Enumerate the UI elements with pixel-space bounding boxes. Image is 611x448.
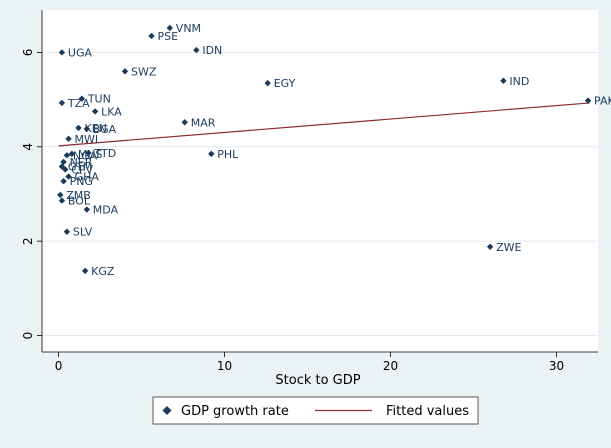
- legend-marker-diamond: [162, 406, 172, 415]
- point-label-gtm: GTM: [68, 161, 92, 174]
- point-mwi: [65, 135, 72, 142]
- point-label-png: PNG: [70, 175, 93, 188]
- point-label-mwi: MWI: [75, 133, 99, 146]
- gridlines: [42, 51, 598, 336]
- legend-box: [152, 396, 479, 425]
- point-label-slv: SLV: [73, 226, 93, 239]
- point-label-ner: NER: [70, 156, 93, 169]
- point-label-egy: EGY: [274, 77, 296, 90]
- point-label-swz: SWZ: [131, 65, 157, 78]
- x-tick-label-20: 20: [383, 359, 398, 373]
- point-label-pse: PSE: [158, 30, 179, 43]
- x-tick-label-30: 30: [549, 359, 564, 373]
- point-mus: [68, 150, 76, 158]
- point-label-ind: IND: [509, 75, 529, 88]
- point-nga: [63, 152, 71, 159]
- x-tick-label-10: 10: [217, 359, 232, 373]
- y-tick-label-2: 2: [21, 237, 35, 245]
- y-tick-label-0: 0: [21, 332, 35, 340]
- legend-label-fitted-values: Fitted values: [386, 404, 469, 419]
- point-bol: [58, 197, 66, 204]
- point-label-kgz: KGZ: [91, 265, 115, 278]
- point-label-mus: MUS: [78, 148, 103, 161]
- point-ttd: [85, 149, 92, 157]
- point-label-nga: NGA: [73, 149, 98, 162]
- point-ind: [500, 77, 507, 84]
- point-label-zmb: ZMB: [66, 189, 91, 202]
- x-axis-title: Stock to GDP: [275, 373, 360, 388]
- point-mda: [83, 206, 91, 213]
- point-label-bol: BOL: [68, 195, 91, 208]
- point-tza: [58, 99, 66, 107]
- point-label-ttd: TTD: [93, 147, 116, 160]
- point-egy: [264, 79, 271, 87]
- point-ner: [60, 158, 67, 166]
- point-label-bga: BGA: [93, 123, 117, 136]
- point-label-uga: UGA: [68, 46, 93, 59]
- point-png: [60, 178, 67, 185]
- point-label-tun: TUN: [87, 93, 111, 106]
- point-vnm: [166, 24, 173, 32]
- fitted-values-line: [58, 102, 590, 147]
- y-tick-label-6: 6: [21, 49, 35, 57]
- point-label-vnm: VNM: [176, 22, 201, 35]
- point-phl: [208, 150, 215, 158]
- point-lka: [91, 108, 99, 115]
- point-pse: [148, 32, 155, 40]
- point-label-mar: MAR: [191, 116, 216, 129]
- point-slv: [63, 228, 71, 235]
- point-uga: [58, 49, 66, 56]
- y-tick-label-4: 4: [21, 143, 35, 151]
- point-zmb: [57, 191, 64, 199]
- point-label-ken: KEN: [85, 122, 107, 135]
- legend: GDP growth rate Fitted values: [152, 396, 479, 425]
- fitted-line-group: [58, 102, 590, 147]
- point-zwe: [486, 243, 494, 251]
- point-label-idn: IDN: [202, 44, 222, 57]
- axes: 0 2 4 6 0 10 20 30: [21, 10, 598, 373]
- x-tick-label-0: 0: [55, 359, 63, 373]
- point-gha: [65, 173, 72, 180]
- scatter-points: VNMPSEIDNUGASWZINDEGYTUNPAKTZALKAMARKENB…: [57, 22, 611, 278]
- point-label-lka: LKA: [101, 105, 122, 118]
- point-label-tza: TZA: [67, 97, 90, 110]
- point-cpv: [62, 166, 69, 173]
- point-ken: [75, 124, 82, 132]
- point-label-phl: PHL: [217, 148, 239, 161]
- point-kgz: [81, 267, 89, 275]
- plot-area: [42, 10, 598, 352]
- point-label-pak: PAK: [594, 95, 611, 108]
- point-label-zwe: ZWE: [496, 241, 521, 254]
- legend-label-gdp-growth: GDP growth rate: [181, 404, 289, 419]
- point-mar: [181, 119, 188, 126]
- point-idn: [193, 46, 200, 54]
- point-tun: [78, 95, 86, 102]
- point-swz: [121, 68, 129, 75]
- point-label-mda: MDA: [93, 204, 119, 217]
- point-bga: [83, 125, 91, 133]
- point-pak: [584, 97, 592, 104]
- point-label-gha: GHA: [75, 171, 100, 184]
- point-label-cpv: CPV: [71, 163, 93, 176]
